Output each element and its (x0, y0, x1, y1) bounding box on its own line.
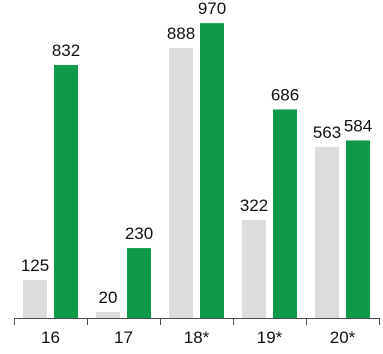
bar-20*-series-2 (346, 140, 370, 318)
bar-16-series-1 (23, 280, 47, 318)
bar-19*-series-2 (273, 109, 297, 319)
x-tick-label-19*: 19* (257, 328, 283, 347)
bar-17-series-1 (96, 311, 120, 318)
x-tick-label-20*: 20* (330, 328, 356, 347)
data-label-19*-series-2: 686 (271, 85, 299, 104)
data-label-19*-series-1: 322 (240, 196, 268, 215)
bar-19*-series-1 (242, 220, 266, 318)
x-tick-label-16: 16 (41, 328, 60, 347)
x-axis: 16 17 18* 19* 20* (14, 318, 380, 347)
data-label-16-series-2: 832 (52, 41, 80, 60)
data-label-18*-series-2: 970 (198, 0, 226, 18)
bar-18*-series-1 (169, 48, 193, 319)
data-label-16-series-1: 125 (21, 256, 49, 275)
x-tick-label-17: 17 (114, 328, 133, 347)
data-label-17-series-1: 20 (99, 288, 118, 307)
data-label-17-series-2: 230 (125, 224, 153, 243)
data-label-20*-series-2: 584 (344, 116, 372, 135)
bar-18*-series-2 (200, 23, 224, 319)
bar-17-series-2 (127, 248, 151, 318)
bar-20*-series-1 (315, 146, 339, 318)
data-label-18*-series-1: 888 (167, 24, 195, 43)
bar-16-series-2 (54, 65, 78, 318)
bars-layer (23, 23, 370, 319)
x-tick-label-18*: 18* (184, 328, 210, 347)
data-label-20*-series-1: 563 (313, 123, 341, 142)
